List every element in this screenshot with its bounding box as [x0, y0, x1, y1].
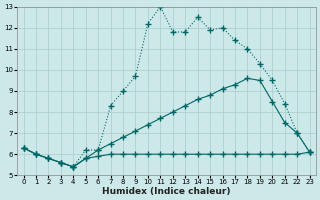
X-axis label: Humidex (Indice chaleur): Humidex (Indice chaleur): [102, 187, 231, 196]
